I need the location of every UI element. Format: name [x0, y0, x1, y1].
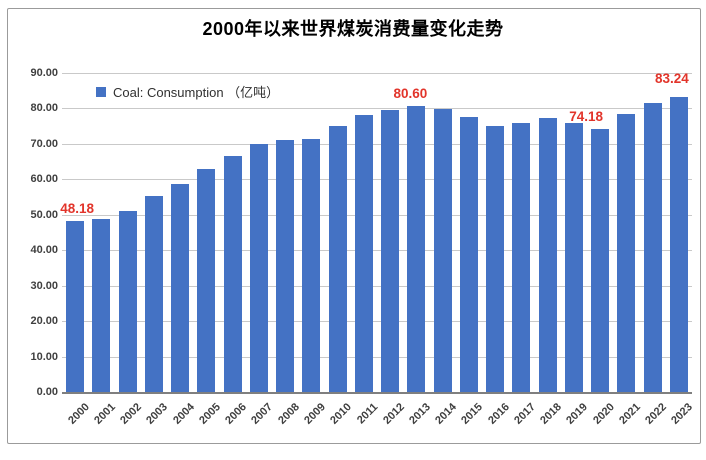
bar-2013	[407, 106, 426, 392]
bar-2010	[328, 126, 347, 392]
bar-2004	[171, 183, 190, 392]
gridline-y-50	[62, 214, 692, 216]
gridline-y-40	[62, 250, 692, 252]
bar-2018	[538, 118, 557, 392]
data-label-2000: 48.18	[60, 201, 95, 217]
bar-2021	[617, 114, 636, 392]
bar-2019	[564, 122, 583, 392]
bar-2016	[486, 126, 505, 392]
gridline-y-30	[62, 285, 692, 287]
gridline-y-80	[62, 108, 692, 110]
bar-2003	[144, 196, 163, 392]
legend-series-swatch-icon	[96, 86, 106, 97]
gridline-y-60	[62, 179, 692, 181]
x-axis-line	[62, 392, 692, 394]
y-tick-label-20: 20.00	[30, 315, 58, 328]
plot-area	[62, 73, 692, 392]
bar-2017	[512, 122, 531, 392]
bar-2001	[92, 218, 111, 392]
y-tick-label-0: 0.00	[36, 386, 58, 398]
data-label-2013: 80.60	[393, 86, 428, 102]
bar-2020	[591, 129, 610, 392]
bar-2015	[459, 117, 478, 392]
y-tick-label-10: 10.00	[30, 350, 58, 363]
bar-2009	[302, 138, 321, 392]
y-tick-label-60: 60.00	[30, 173, 58, 186]
y-tick-label-70: 70.00	[30, 137, 58, 150]
gridline-y-10	[62, 356, 692, 358]
bar-2007	[249, 143, 268, 392]
bar-2008	[276, 140, 295, 392]
bar-2014	[433, 109, 452, 392]
bar-2002	[118, 210, 137, 392]
data-label-2020: 74.18	[569, 109, 604, 125]
gridline-y-90	[62, 73, 692, 74]
bar-2012	[381, 110, 400, 392]
legend-label: Coal: Consumption （亿吨）	[113, 85, 280, 100]
y-tick-label-50: 50.00	[30, 208, 58, 221]
y-tick-label-30: 30.00	[30, 279, 58, 292]
bar-2006	[223, 155, 242, 392]
bar-2005	[197, 169, 216, 392]
bar-2000	[66, 221, 85, 392]
bar-2011	[354, 115, 373, 392]
y-tick-label-80: 80.00	[30, 102, 58, 115]
gridline-y-20	[62, 321, 692, 323]
legend: Coal: Consumption （亿吨）	[96, 82, 279, 101]
y-tick-label-40: 40.00	[30, 244, 58, 257]
chart-title: 2000年以来世界煤炭消费量变化走势	[202, 19, 504, 39]
data-label-2023: 83.24	[654, 70, 689, 86]
bar-2023	[669, 96, 688, 392]
gridline-y-70	[62, 143, 692, 145]
bar-2022	[643, 102, 662, 392]
y-tick-label-90: 90.00	[30, 67, 58, 79]
